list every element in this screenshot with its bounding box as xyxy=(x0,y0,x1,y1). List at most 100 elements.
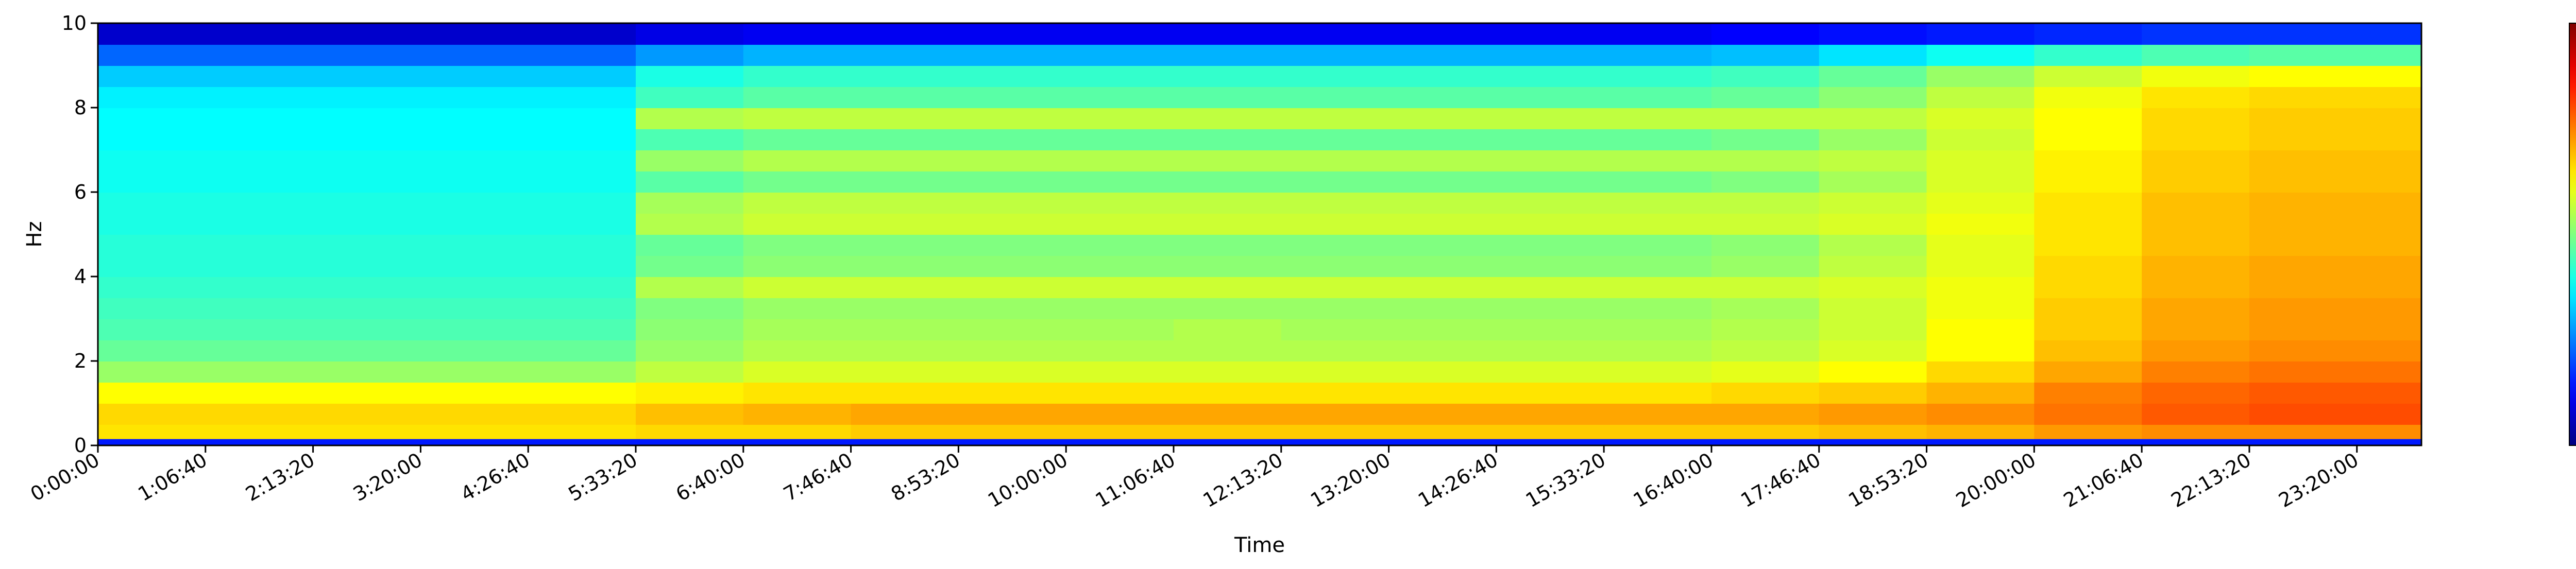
heatmap-cell xyxy=(2142,298,2250,319)
heatmap-cell xyxy=(1711,171,1820,193)
x-tick-label: 4:26:40 xyxy=(457,449,534,506)
heatmap-cell xyxy=(851,340,959,361)
heatmap-cell xyxy=(1388,382,1497,404)
heatmap-cell xyxy=(1604,171,1712,193)
heatmap-cell xyxy=(958,192,1067,214)
heatmap-cell xyxy=(313,108,421,129)
heatmap-cell xyxy=(1496,192,1605,214)
heatmap-cell xyxy=(1926,129,2035,150)
y-tick-label: 0 xyxy=(74,434,87,457)
heatmap-cell xyxy=(528,44,636,66)
heatmap-cell xyxy=(1819,129,1927,150)
heatmap-cell xyxy=(98,23,206,45)
heatmap-cell xyxy=(1281,87,1389,108)
y-tick-label: 4 xyxy=(74,265,87,288)
heatmap-cell xyxy=(1173,23,1282,45)
heatmap-cell xyxy=(1388,192,1497,214)
heatmap-cell xyxy=(2357,382,2421,404)
plot-area xyxy=(97,22,2422,446)
heatmap-cell xyxy=(1388,213,1497,235)
x-tick-label: 17:46:40 xyxy=(1737,449,1824,512)
heatmap-cell xyxy=(420,403,529,425)
heatmap-cell xyxy=(1281,340,1389,361)
heatmap-cell xyxy=(1926,298,2035,319)
heatmap-cell xyxy=(1173,44,1282,66)
heatmap-cell xyxy=(1388,277,1497,298)
heatmap-cell xyxy=(1819,382,1927,404)
heatmap-cell xyxy=(635,129,744,150)
x-tick-label: 16:40:00 xyxy=(1630,449,1717,512)
heatmap-cell xyxy=(2142,382,2250,404)
heatmap-cell xyxy=(2142,277,2250,298)
heatmap-cell xyxy=(528,361,636,383)
heatmap-cell xyxy=(635,234,744,256)
heatmap-cell xyxy=(1496,44,1605,66)
heatmap-cell xyxy=(528,65,636,87)
heatmap-cell xyxy=(1173,213,1282,235)
heatmap-cell xyxy=(635,44,744,66)
heatmap-cell xyxy=(98,108,206,129)
heatmap-cell xyxy=(1281,108,1389,129)
heatmap-cell xyxy=(2357,361,2421,383)
heatmap-cell xyxy=(1604,319,1712,340)
heatmap-cell xyxy=(313,192,421,214)
heatmap-cell xyxy=(851,23,959,45)
heatmap-cell xyxy=(1173,403,1282,425)
heatmap-cell xyxy=(1711,87,1820,108)
heatmap-cell xyxy=(1066,23,1174,45)
heatmap-cell xyxy=(313,87,421,108)
heatmap-cell xyxy=(313,234,421,256)
heatmap-cell xyxy=(2357,87,2421,108)
heatmap-cell xyxy=(851,255,959,277)
heatmap-cell xyxy=(1926,382,2035,404)
heatmap-cell xyxy=(2142,234,2250,256)
heatmap-cell xyxy=(1281,171,1389,193)
heatmap-cell xyxy=(528,403,636,425)
heatmap-cell xyxy=(98,87,206,108)
x-tick-label: 7:46:40 xyxy=(779,449,856,506)
heatmap-cell xyxy=(2142,403,2250,425)
heatmap-cell xyxy=(1388,23,1497,45)
heatmap-cell xyxy=(1388,340,1497,361)
heatmap-cell xyxy=(1388,361,1497,383)
heatmap-cell xyxy=(743,298,852,319)
heatmap-cell xyxy=(2034,171,2143,193)
heatmap-cell xyxy=(743,277,852,298)
heatmap-cell xyxy=(1711,129,1820,150)
heatmap-cell xyxy=(1711,65,1820,87)
heatmap-cell xyxy=(1819,87,1927,108)
heatmap-cell xyxy=(2034,361,2143,383)
heatmap-cell xyxy=(1066,382,1174,404)
heatmap-cell xyxy=(205,150,314,171)
heatmap-cell xyxy=(1926,44,2035,66)
heatmap-cell xyxy=(1388,255,1497,277)
heatmap-cell xyxy=(1711,192,1820,214)
heatmap-cell xyxy=(98,403,206,425)
heatmap-cell xyxy=(1819,150,1927,171)
heatmap-cell xyxy=(1926,255,2035,277)
heatmap-cell xyxy=(205,87,314,108)
heatmap-cell xyxy=(2034,234,2143,256)
heatmap-cell xyxy=(1819,255,1927,277)
heatmap-cell xyxy=(2249,23,2358,45)
heatmap-cell xyxy=(1604,298,1712,319)
heatmap-cells xyxy=(98,23,2421,445)
heatmap-cell xyxy=(1496,255,1605,277)
heatmap-cell xyxy=(958,23,1067,45)
heatmap-cell xyxy=(1819,234,1927,256)
heatmap-cell xyxy=(2249,234,2358,256)
heatmap-cell xyxy=(958,382,1067,404)
heatmap-cell xyxy=(2357,340,2421,361)
heatmap-cell xyxy=(2249,255,2358,277)
heatmap-cell xyxy=(1281,129,1389,150)
heatmap-cell xyxy=(635,277,744,298)
heatmap-cell xyxy=(2034,340,2143,361)
heatmap-cell xyxy=(958,403,1067,425)
x-tick-label: 21:06:40 xyxy=(2060,449,2147,512)
heatmap-cell xyxy=(2034,277,2143,298)
heatmap-cell xyxy=(205,403,314,425)
heatmap-cell xyxy=(205,298,314,319)
x-tick-label: 0:00:00 xyxy=(27,449,104,506)
heatmap-cell xyxy=(743,382,852,404)
heatmap-cell xyxy=(1388,65,1497,87)
